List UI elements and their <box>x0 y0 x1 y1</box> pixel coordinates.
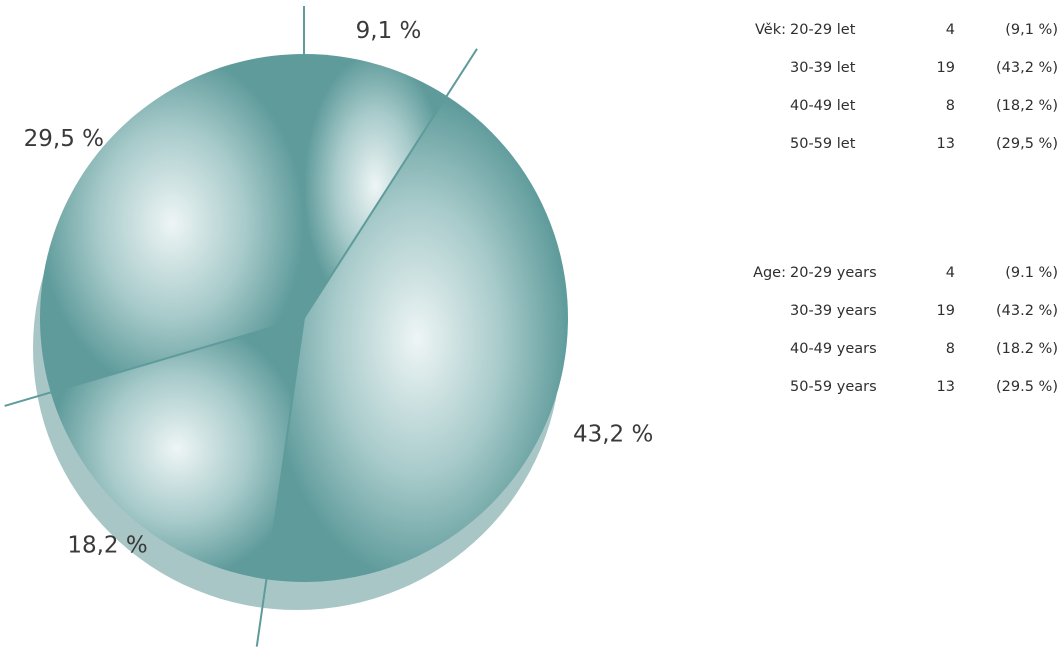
legend-english-row: Age: 20-29 years 4 (9.1 %) <box>753 265 1060 285</box>
legend-english-percent: (18.2 %) <box>996 341 1058 357</box>
pie-slice <box>266 95 568 583</box>
legend-english-percent: (29.5 %) <box>996 379 1058 395</box>
slice-label: 29,5 % <box>24 126 104 152</box>
legend-czech-count: 4 <box>945 22 955 38</box>
legend-english-percent: (9.1 %) <box>1005 265 1058 281</box>
legend-czech-count: 13 <box>936 136 955 152</box>
legend-english-count: 4 <box>945 265 955 281</box>
legend-english-percent: (43.2 %) <box>996 303 1058 319</box>
legend-czech-count: 19 <box>936 60 955 76</box>
legend-czech-percent: (43,2 %) <box>996 60 1058 76</box>
slice-divider <box>303 48 478 319</box>
legend-english-row: 50-59 years 13 (29.5 %) <box>790 379 1060 399</box>
slice-divider <box>255 317 305 647</box>
legend-czech-category: 40-49 let <box>790 98 856 114</box>
legend-english-category: 40-49 years <box>790 341 877 357</box>
legend-czech-row: Věk: 20-29 let 4 (9,1 %) <box>755 22 1060 42</box>
legend-czech-prefix: Věk: <box>755 22 786 38</box>
legend-czech: Věk: 20-29 let 4 (9,1 %) 30-39 let 19 (4… <box>755 22 1060 182</box>
pie-slice <box>50 318 305 580</box>
legend-czech-row: 50-59 let 13 (29,5 %) <box>790 136 1060 156</box>
legend-czech-percent: (9,1 %) <box>1005 22 1058 38</box>
legend-english-count: 8 <box>945 341 955 357</box>
legend-english: Age: 20-29 years 4 (9.1 %) 30-39 years 1… <box>753 265 1060 425</box>
legend-czech-percent: (18,2 %) <box>996 98 1058 114</box>
pie-slice <box>304 54 447 318</box>
legend-english-category: 50-59 years <box>790 379 877 395</box>
slice-divider <box>4 317 305 407</box>
slice-label: 9,1 % <box>356 18 422 44</box>
legend-english-prefix: Age: <box>753 265 786 281</box>
legend-english-count: 19 <box>936 303 955 319</box>
slice-label: 18,2 % <box>67 533 147 559</box>
legend-english-count: 13 <box>936 379 955 395</box>
slice-label: 43,2 % <box>573 421 653 447</box>
legend-english-row: 30-39 years 19 (43.2 %) <box>790 303 1060 323</box>
legend-czech-category: 20-29 let <box>790 22 856 38</box>
legend-english-category: 30-39 years <box>790 303 877 319</box>
legend-czech-category: 50-59 let <box>790 136 856 152</box>
legend-czech-category: 30-39 let <box>790 60 856 76</box>
legend-english-category: 20-29 years <box>790 265 877 281</box>
pie-slice <box>40 54 305 393</box>
legend-english-row: 40-49 years 8 (18.2 %) <box>790 341 1060 361</box>
legend-czech-row: 40-49 let 8 (18,2 %) <box>790 98 1060 118</box>
legend-czech-row: 30-39 let 19 (43,2 %) <box>790 60 1060 80</box>
legend-czech-count: 8 <box>945 98 955 114</box>
legend-czech-percent: (29,5 %) <box>996 136 1058 152</box>
